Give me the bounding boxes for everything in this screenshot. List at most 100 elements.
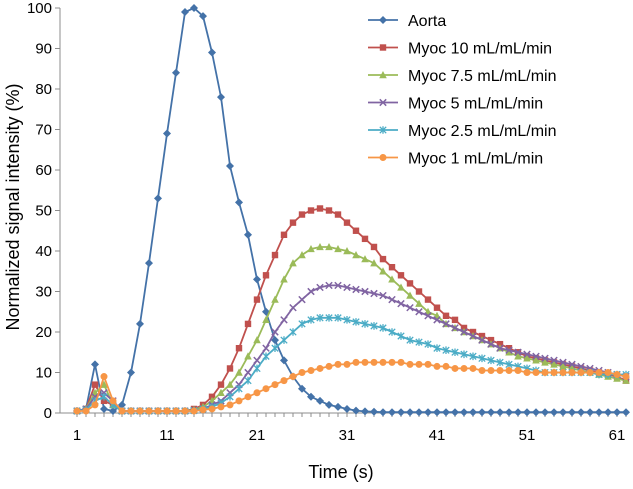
- data-point: [478, 336, 486, 344]
- y-ticks: 0 10 20 30 40 50 60 70 80 90 100: [27, 0, 60, 422]
- data-point: [622, 408, 630, 417]
- data-point: [244, 352, 252, 360]
- y-tick-label: 80: [35, 81, 52, 98]
- data-point: [217, 381, 225, 388]
- data-point: [415, 299, 423, 307]
- data-point: [451, 348, 459, 357]
- data-point: [460, 324, 468, 332]
- data-point: [271, 251, 279, 259]
- y-tick-label: 100: [27, 0, 52, 17]
- data-point: [361, 287, 369, 296]
- data-point: [415, 360, 423, 368]
- data-point: [334, 281, 342, 290]
- data-point: [100, 373, 108, 381]
- data-point: [397, 358, 405, 366]
- data-point: [388, 328, 396, 336]
- data-point: [334, 211, 342, 218]
- data-point: [424, 312, 432, 320]
- data-point: [145, 407, 153, 415]
- x-tick-label: 31: [339, 427, 356, 444]
- data-point: [613, 408, 621, 417]
- data-point: [352, 285, 360, 294]
- data-point: [217, 403, 225, 411]
- x-axis-title: Time (s): [308, 462, 373, 482]
- data-point: [424, 360, 432, 368]
- x-tick-label: 51: [519, 427, 536, 444]
- data-point: [226, 380, 234, 388]
- data-point: [190, 4, 198, 12]
- y-tick-label: 70: [35, 122, 52, 139]
- legend-item: Myoc 7.5 mL/mL/min: [368, 68, 556, 85]
- legend-marker: [379, 16, 387, 24]
- data-point: [100, 380, 108, 388]
- data-point: [235, 384, 243, 393]
- data-point: [253, 336, 261, 344]
- data-point: [397, 332, 405, 340]
- data-point: [154, 194, 162, 203]
- data-point: [343, 360, 351, 368]
- data-point: [478, 366, 486, 374]
- data-point: [604, 369, 612, 376]
- data-point: [325, 362, 333, 370]
- data-point: [253, 356, 261, 365]
- data-point: [163, 407, 171, 415]
- data-point: [613, 371, 621, 379]
- data-point: [388, 275, 396, 283]
- data-point: [244, 320, 252, 328]
- y-tick-label: 10: [35, 365, 52, 382]
- data-point: [226, 393, 234, 401]
- data-point: [334, 314, 342, 322]
- data-point: [379, 255, 387, 263]
- data-point: [118, 407, 126, 415]
- data-point: [100, 397, 108, 405]
- data-point: [397, 299, 405, 308]
- data-point: [244, 230, 252, 239]
- data-point: [406, 291, 414, 299]
- data-point: [271, 381, 279, 389]
- data-point: [442, 312, 450, 319]
- data-point: [559, 358, 567, 367]
- data-point: [370, 289, 378, 298]
- data-point: [559, 408, 567, 417]
- data-point: [298, 320, 306, 328]
- data-point: [568, 360, 576, 369]
- data-point: [334, 360, 342, 368]
- data-point: [442, 346, 450, 355]
- data-point: [505, 346, 513, 354]
- data-point: [397, 272, 405, 279]
- data-point: [316, 283, 324, 292]
- data-point: [73, 407, 81, 415]
- data-point: [478, 354, 486, 363]
- data-point: [172, 68, 180, 77]
- data-point: [406, 303, 414, 312]
- data-point: [271, 328, 279, 336]
- data-point: [280, 356, 288, 365]
- legend-marker: [379, 44, 387, 51]
- data-point: [595, 408, 603, 417]
- data-point: [478, 332, 486, 340]
- data-point: [406, 336, 414, 344]
- data-point: [316, 314, 324, 322]
- data-point: [541, 408, 549, 417]
- data-point: [352, 318, 360, 326]
- data-point: [262, 272, 270, 279]
- data-point: [496, 408, 504, 417]
- data-point: [343, 283, 351, 292]
- data-point: [262, 352, 270, 361]
- data-point: [370, 407, 378, 416]
- data-point: [379, 324, 387, 332]
- series-0: [73, 4, 630, 417]
- data-point: [550, 369, 558, 376]
- data-point: [397, 283, 405, 291]
- data-point: [154, 407, 162, 415]
- data-point: [352, 406, 360, 415]
- legend-item: Myoc 2.5 mL/mL/min: [368, 123, 556, 140]
- data-point: [289, 303, 297, 312]
- data-point: [568, 369, 576, 376]
- data-point: [388, 408, 396, 417]
- data-point: [298, 295, 306, 304]
- data-point: [442, 408, 450, 417]
- data-point: [460, 408, 468, 417]
- legend-marker: [379, 126, 387, 134]
